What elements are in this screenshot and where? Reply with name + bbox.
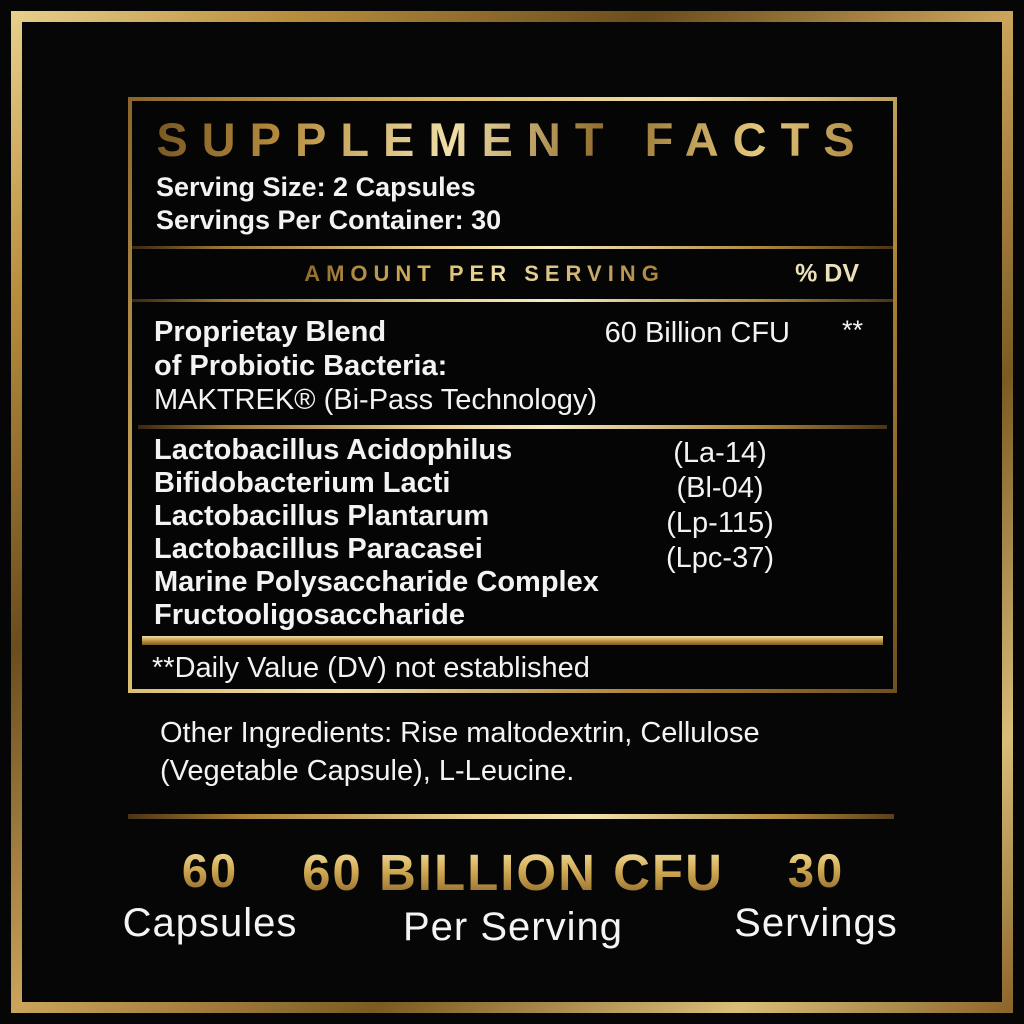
serving-size-line: Serving Size: 2 Capsules <box>156 172 476 202</box>
ingredients-section: Lactobacillus Acidophilus Bifidobacteriu… <box>132 429 893 632</box>
proprietary-blend-row: Proprietay Blend of Probiotic Bacteria: … <box>132 302 893 417</box>
divider-top <box>132 246 893 249</box>
ingredient-name: Lactobacillus Paracasei <box>154 533 483 565</box>
ingredient-name: Lactobacillus Acidophilus <box>154 434 513 466</box>
amount-per-serving-band: AMOUNT PER SERVING % DV <box>132 249 893 299</box>
bottom-gold-rule <box>128 814 894 819</box>
thick-divider <box>142 636 883 645</box>
ingredient-name: Marine Polysaccharide Complex <box>154 566 599 598</box>
ingredient-strain: (Bl-04) <box>676 472 764 504</box>
ingredient-strain: (Lpc-37) <box>666 542 774 574</box>
percent-dv-header: % DV <box>795 259 859 288</box>
ingredient-names-column: Lactobacillus Acidophilus Bifidobacteriu… <box>154 434 605 632</box>
daily-value-note: **Daily Value (DV) not established <box>152 652 590 684</box>
blend-dv-asterisks: ** <box>841 315 863 345</box>
stat-cfu-per-serving: 60 BILLION CFU Per Serving <box>302 843 724 950</box>
other-ingredients-text: Other Ingredients: Rise maltodextrin, Ce… <box>160 717 760 787</box>
ingredient-name: Lactobacillus Plantarum <box>154 500 490 532</box>
divider-blend-bottom <box>138 425 887 429</box>
stat-cfu-value: 60 BILLION CFU <box>302 844 724 901</box>
ingredient-name: Fructooligosaccharide <box>154 599 466 631</box>
stat-capsules-value: 60 <box>118 843 302 898</box>
panel-title: SUPPLEMENT FACTS <box>132 109 893 171</box>
amount-per-serving-header: AMOUNT PER SERVING <box>304 261 665 286</box>
stat-capsules-label: Capsules <box>122 901 298 945</box>
stat-servings: 30 Servings <box>724 843 908 946</box>
stat-servings-value: 30 <box>724 843 908 898</box>
ingredient-strain: (La-14) <box>673 437 767 469</box>
stat-capsules: 60 Capsules <box>118 843 302 946</box>
servings-per-container-line: Servings Per Container: 30 <box>156 205 502 235</box>
bottom-stats-row: 60 Capsules 60 BILLION CFU Per Serving 3… <box>118 843 908 950</box>
proprietary-blend-name: Proprietay Blend of Probiotic Bacteria: … <box>154 315 605 417</box>
ingredient-name: Bifidobacterium Lacti <box>154 467 451 499</box>
stat-servings-label: Servings <box>734 901 898 945</box>
supplement-facts-panel: SUPPLEMENT FACTS Serving Size: 2 Capsule… <box>128 97 897 693</box>
ingredient-strains-column: (La-14) (Bl-04) (Lp-115) (Lpc-37) <box>605 434 835 576</box>
supplement-facts-inner: SUPPLEMENT FACTS Serving Size: 2 Capsule… <box>132 101 893 689</box>
divider-band-bottom <box>132 299 893 302</box>
blend-name-line-2: of Probiotic Bacteria: <box>154 350 448 382</box>
ingredient-strain: (Lp-115) <box>666 507 774 539</box>
blend-name-line-3: MAKTREK® (Bi-Pass Technology) <box>154 384 598 416</box>
blend-amount: 60 Billion CFU <box>604 317 790 349</box>
stat-cfu-label: Per Serving <box>403 905 623 949</box>
blend-name-line-1: Proprietay Blend <box>154 316 387 348</box>
